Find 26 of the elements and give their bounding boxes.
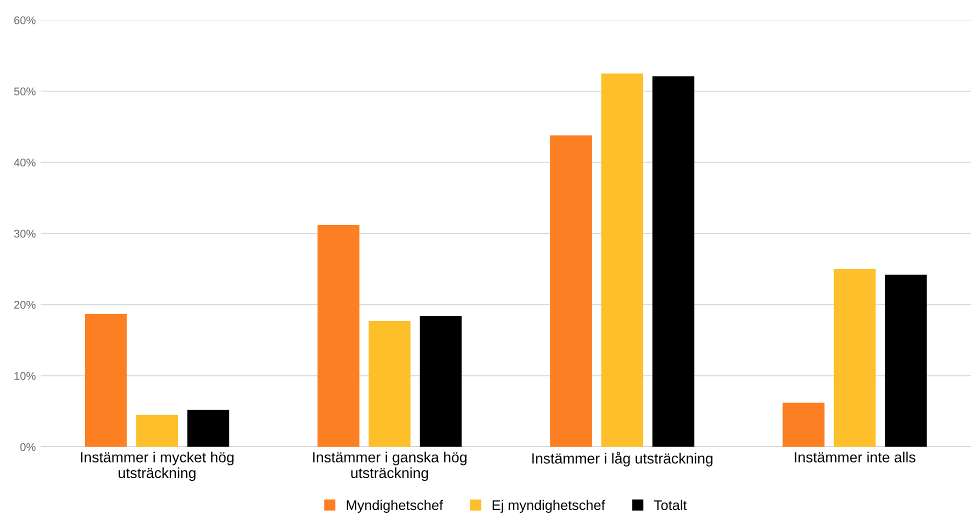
bar — [601, 73, 644, 447]
x-tick-label: Instämmer inte alls — [794, 452, 916, 462]
y-tick-label: 40% — [14, 158, 36, 167]
bar — [136, 414, 178, 447]
bar — [318, 224, 360, 447]
y-tick-label: 60% — [14, 16, 36, 24]
bar — [187, 410, 230, 447]
y-tick-label: 50% — [14, 88, 36, 96]
legend-label: Totalt — [654, 500, 687, 510]
legend-label: Ej myndighetschef — [492, 500, 606, 513]
y-tick-label: 20% — [14, 300, 36, 309]
bar — [652, 76, 694, 447]
bar — [368, 320, 411, 447]
legend-label: Myndighetschef — [346, 500, 444, 513]
x-tick-label: Instämmer i ganska hög utsträckning — [313, 452, 466, 482]
bar — [884, 274, 927, 447]
y-tick-label: 10% — [14, 372, 36, 380]
bar — [550, 135, 592, 447]
bar — [834, 269, 876, 447]
y-tick-label: 0% — [20, 443, 36, 451]
y-tick-label: 30% — [14, 230, 36, 238]
x-tick-label: Instämmer i mycket hög utsträckning — [81, 452, 234, 482]
x-tick-label: Instämmer i låg utsträckning — [532, 452, 712, 466]
bar — [420, 316, 462, 447]
bar — [782, 402, 824, 447]
bar — [84, 314, 127, 447]
